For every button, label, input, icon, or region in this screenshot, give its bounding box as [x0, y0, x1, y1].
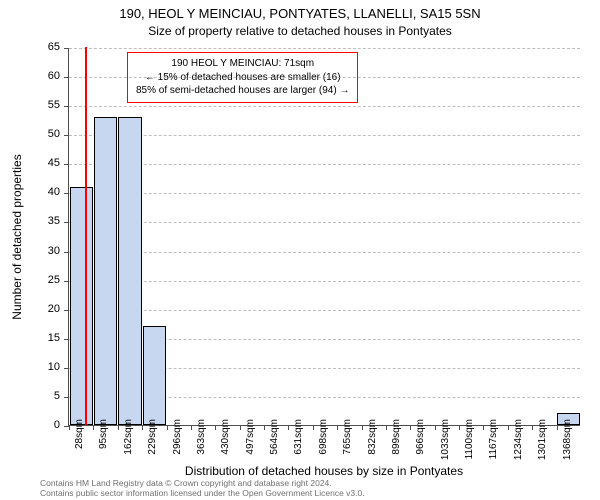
x-tick-mark: [215, 425, 216, 430]
x-tick-mark: [142, 425, 143, 430]
gridline: [69, 281, 580, 282]
y-tick-mark: [64, 77, 69, 78]
histogram-bar: [70, 187, 93, 425]
annotation-line-1: 190 HEOL Y MEINCIAU: 71sqm: [136, 57, 349, 71]
footer-line-2: Contains public sector information licen…: [40, 488, 365, 498]
y-tick-label: 30: [0, 245, 60, 257]
y-tick-label: 45: [0, 157, 60, 169]
y-tick-label: 65: [0, 41, 60, 53]
y-tick-mark: [64, 252, 69, 253]
gridline: [69, 252, 580, 253]
chart-title-subtitle: Size of property relative to detached ho…: [0, 24, 600, 38]
chart-plot-area: 190 HEOL Y MEINCIAU: 71sqm ← 15% of deta…: [68, 48, 580, 426]
gridline: [69, 106, 580, 107]
footer-attribution: Contains HM Land Registry data © Crown c…: [40, 478, 365, 498]
gridline: [69, 222, 580, 223]
y-tick-mark: [64, 135, 69, 136]
gridline: [69, 310, 580, 311]
x-tick-mark: [362, 425, 363, 430]
x-tick-mark: [532, 425, 533, 430]
y-tick-label: 25: [0, 274, 60, 286]
y-tick-label: 0: [0, 419, 60, 431]
histogram-bar: [94, 117, 117, 425]
gridline: [69, 135, 580, 136]
y-tick-label: 60: [0, 70, 60, 82]
y-tick-mark: [64, 310, 69, 311]
x-tick-mark: [337, 425, 338, 430]
reference-line: [85, 47, 87, 425]
y-tick-mark: [64, 222, 69, 223]
y-tick-mark: [64, 48, 69, 49]
x-tick-mark: [435, 425, 436, 430]
x-tick-mark: [264, 425, 265, 430]
histogram-bar: [118, 117, 141, 425]
y-tick-label: 20: [0, 303, 60, 315]
y-tick-mark: [64, 368, 69, 369]
x-axis-label: Distribution of detached houses by size …: [68, 464, 580, 478]
gridline: [69, 193, 580, 194]
histogram-bar: [143, 326, 166, 425]
annotation-line-3: 85% of semi-detached houses are larger (…: [136, 84, 349, 98]
y-tick-mark: [64, 397, 69, 398]
chart-title-address: 190, HEOL Y MEINCIAU, PONTYATES, LLANELL…: [0, 6, 600, 21]
y-tick-label: 15: [0, 332, 60, 344]
y-tick-label: 40: [0, 186, 60, 198]
y-tick-mark: [64, 281, 69, 282]
x-tick-mark: [386, 425, 387, 430]
x-tick-mark: [459, 425, 460, 430]
y-tick-mark: [64, 339, 69, 340]
x-tick-mark: [410, 425, 411, 430]
x-tick-mark: [508, 425, 509, 430]
y-tick-label: 10: [0, 361, 60, 373]
gridline: [69, 77, 580, 78]
x-tick-mark: [288, 425, 289, 430]
gridline: [69, 48, 580, 49]
x-tick-mark: [313, 425, 314, 430]
x-tick-mark: [240, 425, 241, 430]
y-tick-mark: [64, 193, 69, 194]
x-tick-mark: [167, 425, 168, 430]
y-tick-label: 55: [0, 99, 60, 111]
x-tick-mark: [69, 425, 70, 430]
y-tick-mark: [64, 106, 69, 107]
y-tick-mark: [64, 164, 69, 165]
gridline: [69, 164, 580, 165]
x-tick-mark: [191, 425, 192, 430]
x-tick-mark: [118, 425, 119, 430]
footer-line-1: Contains HM Land Registry data © Crown c…: [40, 478, 365, 488]
y-tick-label: 50: [0, 128, 60, 140]
x-tick-mark: [557, 425, 558, 430]
x-tick-mark: [93, 425, 94, 430]
x-tick-mark: [483, 425, 484, 430]
y-tick-label: 35: [0, 215, 60, 227]
y-tick-label: 5: [0, 390, 60, 402]
